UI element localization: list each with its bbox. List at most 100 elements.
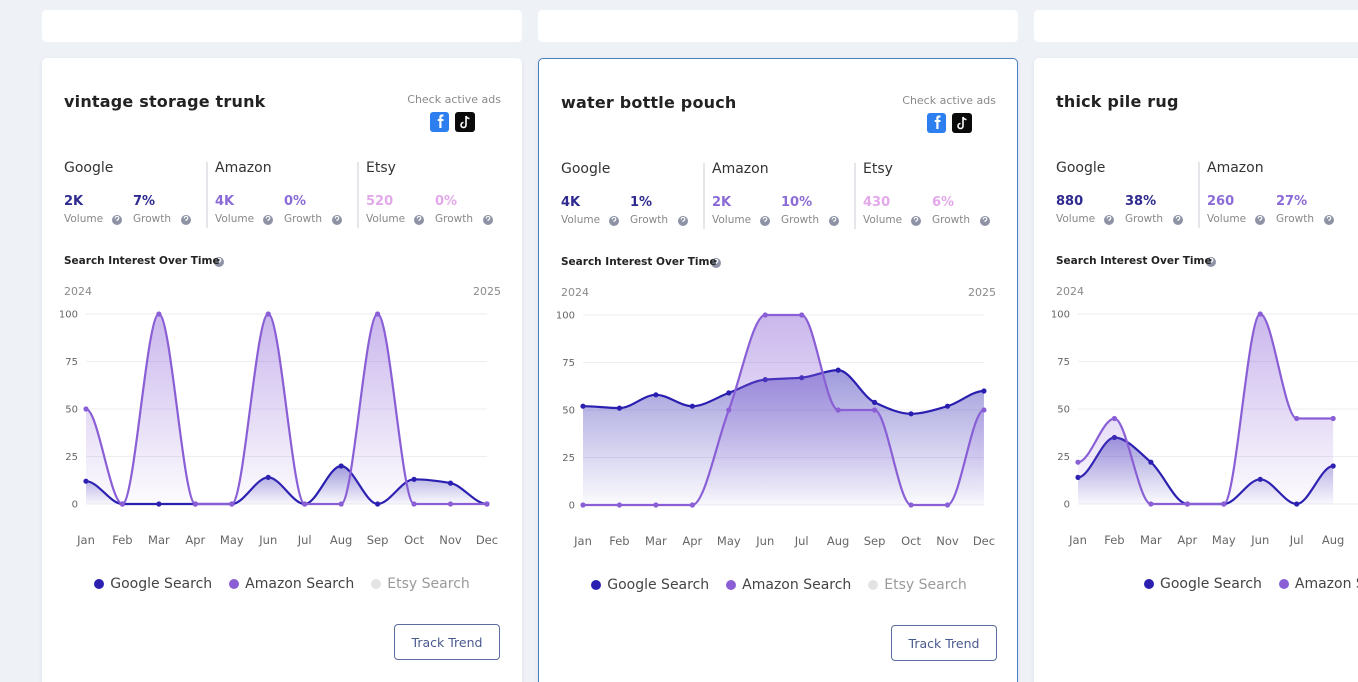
legend-item[interactable]: Amazon Search	[229, 576, 354, 592]
series-line	[85, 464, 488, 506]
metric-growth-label: Growth	[435, 213, 474, 225]
help-icon	[829, 216, 839, 226]
help-glyph	[334, 215, 340, 221]
metric-volume-label: Volume	[561, 214, 601, 226]
legend-dot	[868, 580, 879, 590]
x-tick-label: Apr	[682, 534, 702, 548]
data-point	[265, 311, 271, 317]
help-glyph	[485, 215, 491, 221]
card-title: water bottle pouch	[561, 93, 737, 112]
facebook-glyph	[437, 114, 444, 128]
x-tick-label: Mar	[148, 533, 170, 547]
metric-growth-label: Growth	[284, 213, 323, 225]
data-point	[302, 501, 308, 507]
series-line	[1077, 436, 1334, 506]
track-trend-button[interactable]: Track Trend	[394, 624, 500, 660]
data-point	[981, 407, 987, 413]
help-icon	[1255, 215, 1265, 225]
ads-label: Check active ads	[407, 93, 501, 106]
data-point	[762, 377, 768, 383]
metric-growth: 7%	[133, 194, 156, 209]
data-point	[338, 463, 344, 469]
data-point	[156, 501, 162, 507]
metric-volume: 520	[366, 194, 394, 209]
data-point	[689, 502, 695, 508]
x-tick-label: Apr	[185, 533, 205, 547]
data-point	[944, 502, 951, 508]
legend-dot	[371, 579, 382, 589]
legend-item[interactable]: Etsy Search	[868, 577, 967, 593]
data-point	[1257, 311, 1263, 317]
data-point	[411, 501, 417, 507]
x-tick-label: Jan	[573, 534, 592, 548]
metric-source: Google	[1056, 160, 1106, 176]
legend-item[interactable]: Google Search	[1143, 576, 1262, 592]
help-icon	[181, 215, 191, 225]
legend-dot	[94, 579, 105, 589]
y-tick-label: 0	[569, 501, 575, 512]
data-point	[872, 407, 878, 413]
legend-dot	[229, 579, 240, 589]
metric-source: Google	[561, 161, 611, 177]
trend-card[interactable]: 0 25 50 75 100 Jan Feb Mar Apr May Jun Jul Aug Sep Oct…	[42, 58, 522, 682]
trend-card[interactable]: 0 25 50 75 100 Jan Feb Mar Apr May Jun Jul Aug Sep Oct…	[538, 58, 1018, 682]
y-tick-label: 25	[65, 452, 78, 463]
facebook-icon	[927, 113, 946, 133]
trend-card[interactable]: 0 25 50 75 100 Jan Feb Mar Apr May Jun Jul Aug thick …	[1034, 58, 1358, 682]
y-tick-label: 100	[556, 311, 575, 322]
metric-volume: 430	[863, 195, 891, 210]
help-glyph	[1106, 215, 1112, 221]
data-point	[302, 501, 308, 507]
help-icon	[1173, 215, 1183, 225]
legend-label: Amazon Search	[1294, 576, 1358, 592]
y-tick-label: 0	[1064, 500, 1070, 511]
y-tick-label: 75	[562, 358, 575, 369]
series-area	[86, 466, 487, 504]
metric-volume: 2K	[712, 195, 732, 210]
x-tick-label: Dec	[476, 533, 498, 547]
help-glyph	[913, 216, 919, 222]
data-point	[411, 476, 417, 482]
metric-source: Amazon	[712, 161, 769, 177]
help-glyph	[416, 215, 422, 221]
year-start: 2024	[1056, 285, 1084, 298]
help-glyph	[831, 216, 837, 222]
card-title: vintage storage trunk	[64, 92, 266, 111]
track-trend-button[interactable]: Track Trend	[891, 625, 997, 661]
legend-item[interactable]: Amazon Search	[1278, 576, 1358, 592]
data-point	[192, 501, 198, 507]
metric-growth: 0%	[284, 194, 307, 209]
help-glyph	[1175, 215, 1181, 221]
data-point	[1111, 415, 1118, 422]
help-glyph	[1326, 215, 1332, 221]
metric-growth-label: Growth	[1276, 213, 1315, 225]
metric-growth: 38%	[1125, 194, 1157, 209]
data-point	[1330, 463, 1336, 469]
data-point	[908, 411, 914, 417]
metric-volume: 2K	[64, 194, 84, 209]
x-tick-label: Apr	[1177, 533, 1197, 547]
data-point	[799, 312, 805, 318]
year-end: 2025	[473, 285, 501, 298]
data-point	[119, 501, 126, 507]
x-tick-label: Sep	[367, 533, 389, 547]
legend-item[interactable]: Google Search	[94, 576, 212, 592]
data-point	[1257, 476, 1263, 482]
y-tick-label: 100	[1051, 310, 1070, 321]
data-point	[689, 403, 695, 409]
legend-item[interactable]: Google Search	[591, 577, 709, 593]
data-point	[1148, 501, 1154, 507]
legend-label: Amazon Search	[245, 576, 355, 592]
data-point	[119, 501, 126, 507]
help-icon	[112, 215, 122, 225]
x-tick-label: Aug	[330, 533, 352, 547]
x-tick-label: Jul	[297, 533, 312, 547]
legend-item[interactable]: Amazon Search	[726, 577, 851, 593]
x-tick-label: Aug	[1322, 533, 1344, 547]
data-point	[447, 501, 454, 507]
data-point	[835, 407, 841, 413]
data-point	[484, 501, 490, 507]
x-tick-label: Jul	[794, 534, 809, 548]
legend-item[interactable]: Etsy Search	[371, 576, 470, 592]
help-icon	[1324, 215, 1334, 225]
